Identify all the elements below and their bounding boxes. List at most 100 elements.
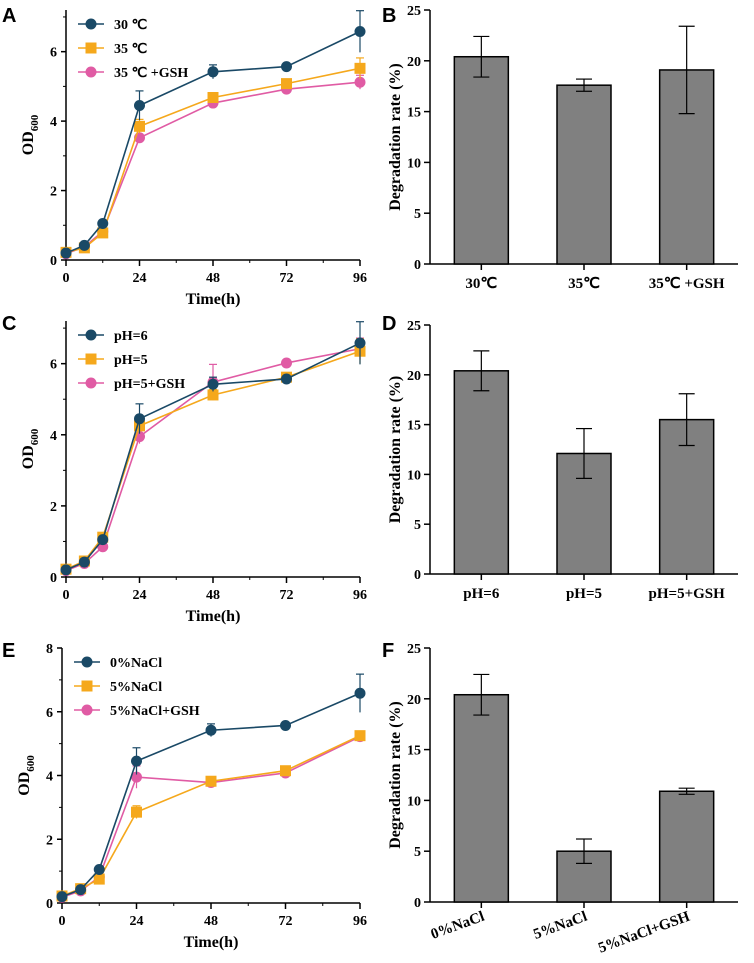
y-tick-label: 20 <box>407 369 421 384</box>
x-tick-label: 48 <box>206 271 220 286</box>
legend-label: 5%NaCl <box>110 680 162 695</box>
data-point <box>131 771 142 783</box>
y-tick-label: 4 <box>50 429 57 444</box>
y-axis-label: OD600 <box>20 428 41 469</box>
x-tick-label: 0 <box>63 588 70 603</box>
x-axis-label: Time(h) <box>184 934 239 951</box>
x-tick-label: pH=6 <box>463 586 500 602</box>
legend-marker <box>85 42 97 54</box>
y-tick-label: 2 <box>50 185 57 200</box>
data-point <box>131 806 142 818</box>
data-point <box>134 413 145 425</box>
y-tick-label: 5 <box>414 845 421 860</box>
x-tick-label: 48 <box>204 914 218 929</box>
data-point <box>60 564 72 576</box>
data-point <box>281 357 292 369</box>
data-point <box>354 26 366 38</box>
y-tick-label: 25 <box>407 4 421 19</box>
y-tick-label: 10 <box>407 794 421 809</box>
x-tick-label: 72 <box>280 588 294 603</box>
x-tick-label: 96 <box>353 914 367 929</box>
panel-letter-a: A <box>2 5 16 27</box>
legend: pH=6 pH=5 pH=5+GSH <box>78 329 185 392</box>
data-point <box>207 389 219 401</box>
y-tick-label: 8 <box>46 642 53 657</box>
data-point <box>56 891 68 903</box>
x-tick-label: pH=5 <box>566 586 602 602</box>
series-line <box>61 735 361 899</box>
data-point <box>354 76 366 88</box>
x-tick-label: 5%NaCl+GSH <box>596 909 692 957</box>
panel-d: D 0 5 10 15 20 25 pH=6 pH=5 pH=5+GSH Degradation r… <box>382 313 738 602</box>
data-point <box>354 337 366 349</box>
x-axis-label: Time(h) <box>186 291 241 308</box>
data-point <box>93 864 105 876</box>
data-point <box>134 99 145 111</box>
data-point <box>97 534 109 546</box>
series-0 <box>60 321 366 576</box>
x-tick-label: 0 <box>59 914 66 929</box>
y-tick-label: 0 <box>414 896 421 911</box>
panel-letter-f: F <box>382 640 394 662</box>
data-point <box>281 78 292 90</box>
data-point <box>280 765 291 777</box>
x-tick-label: 0%NaCl <box>429 909 487 943</box>
legend-label: 30 ℃ <box>114 18 148 33</box>
x-tick-label: 24 <box>133 271 147 286</box>
panel-f: F 0 5 10 15 20 25 0%NaCl 5%NaCl 5%NaCl+GSH Degrada… <box>382 640 738 957</box>
y-tick-label: 4 <box>46 770 53 785</box>
y-tick-label: 25 <box>407 319 421 334</box>
legend-label: 35 ℃ <box>114 42 148 57</box>
data-point <box>207 66 219 78</box>
y-tick-label: 5 <box>414 518 421 533</box>
legend-label: 35 ℃ +GSH <box>114 66 188 81</box>
data-point <box>93 873 105 885</box>
legend-marker <box>81 656 93 668</box>
legend-label: pH=5+GSH <box>114 377 185 392</box>
data-point <box>97 227 109 239</box>
data-point <box>75 884 87 896</box>
x-tick-label: 24 <box>133 588 147 603</box>
data-point <box>354 62 366 74</box>
x-tick-label: 35℃ <box>568 276 600 292</box>
series-1 <box>60 57 366 258</box>
y-axis-label: Degradation rate (%) <box>387 701 404 849</box>
bar <box>658 790 715 903</box>
legend-label: pH=6 <box>114 329 148 344</box>
panel-letter-e: E <box>2 640 15 662</box>
panel-b: B 0 5 10 15 20 25 30℃ 35℃ 35℃ +GSH Degradation rat… <box>382 4 738 292</box>
y-axis-label-main: OD <box>16 772 33 796</box>
data-point <box>207 378 219 390</box>
x-tick-label: pH=5+GSH <box>649 586 726 602</box>
x-axis-label: Time(h) <box>186 608 241 625</box>
legend-label: 5%NaCl+GSH <box>110 704 200 719</box>
y-axis-label-sub: 600 <box>29 114 41 131</box>
y-axis-label-sub: 600 <box>29 428 41 445</box>
data-point <box>354 730 366 742</box>
data-point <box>97 218 109 230</box>
x-tick-label: 0 <box>63 271 70 286</box>
legend-marker <box>85 329 97 341</box>
y-tick-label: 0 <box>50 254 57 269</box>
y-tick-label: 0 <box>46 897 53 912</box>
y-tick-label: 15 <box>407 106 421 121</box>
legend-marker <box>85 18 97 30</box>
legend: 30 ℃ 35 ℃ 35 ℃ +GSH <box>78 18 188 81</box>
x-tick-label: 72 <box>280 271 294 286</box>
x-tick-label: 96 <box>353 588 367 603</box>
x-tick-label: 72 <box>279 914 293 929</box>
data-point <box>281 61 292 73</box>
y-tick-label: 6 <box>50 358 57 373</box>
legend: 0%NaCl 5%NaCl 5%NaCl+GSH <box>74 656 200 719</box>
y-axis-label: OD600 <box>20 114 41 155</box>
series-0 <box>56 673 366 903</box>
data-point <box>207 92 219 103</box>
y-tick-label: 10 <box>407 468 421 483</box>
y-tick-label: 0 <box>50 571 57 586</box>
y-axis-label: Degradation rate (%) <box>387 376 404 524</box>
data-point <box>131 755 142 767</box>
y-tick-label: 0 <box>414 258 421 273</box>
bar <box>453 55 510 265</box>
